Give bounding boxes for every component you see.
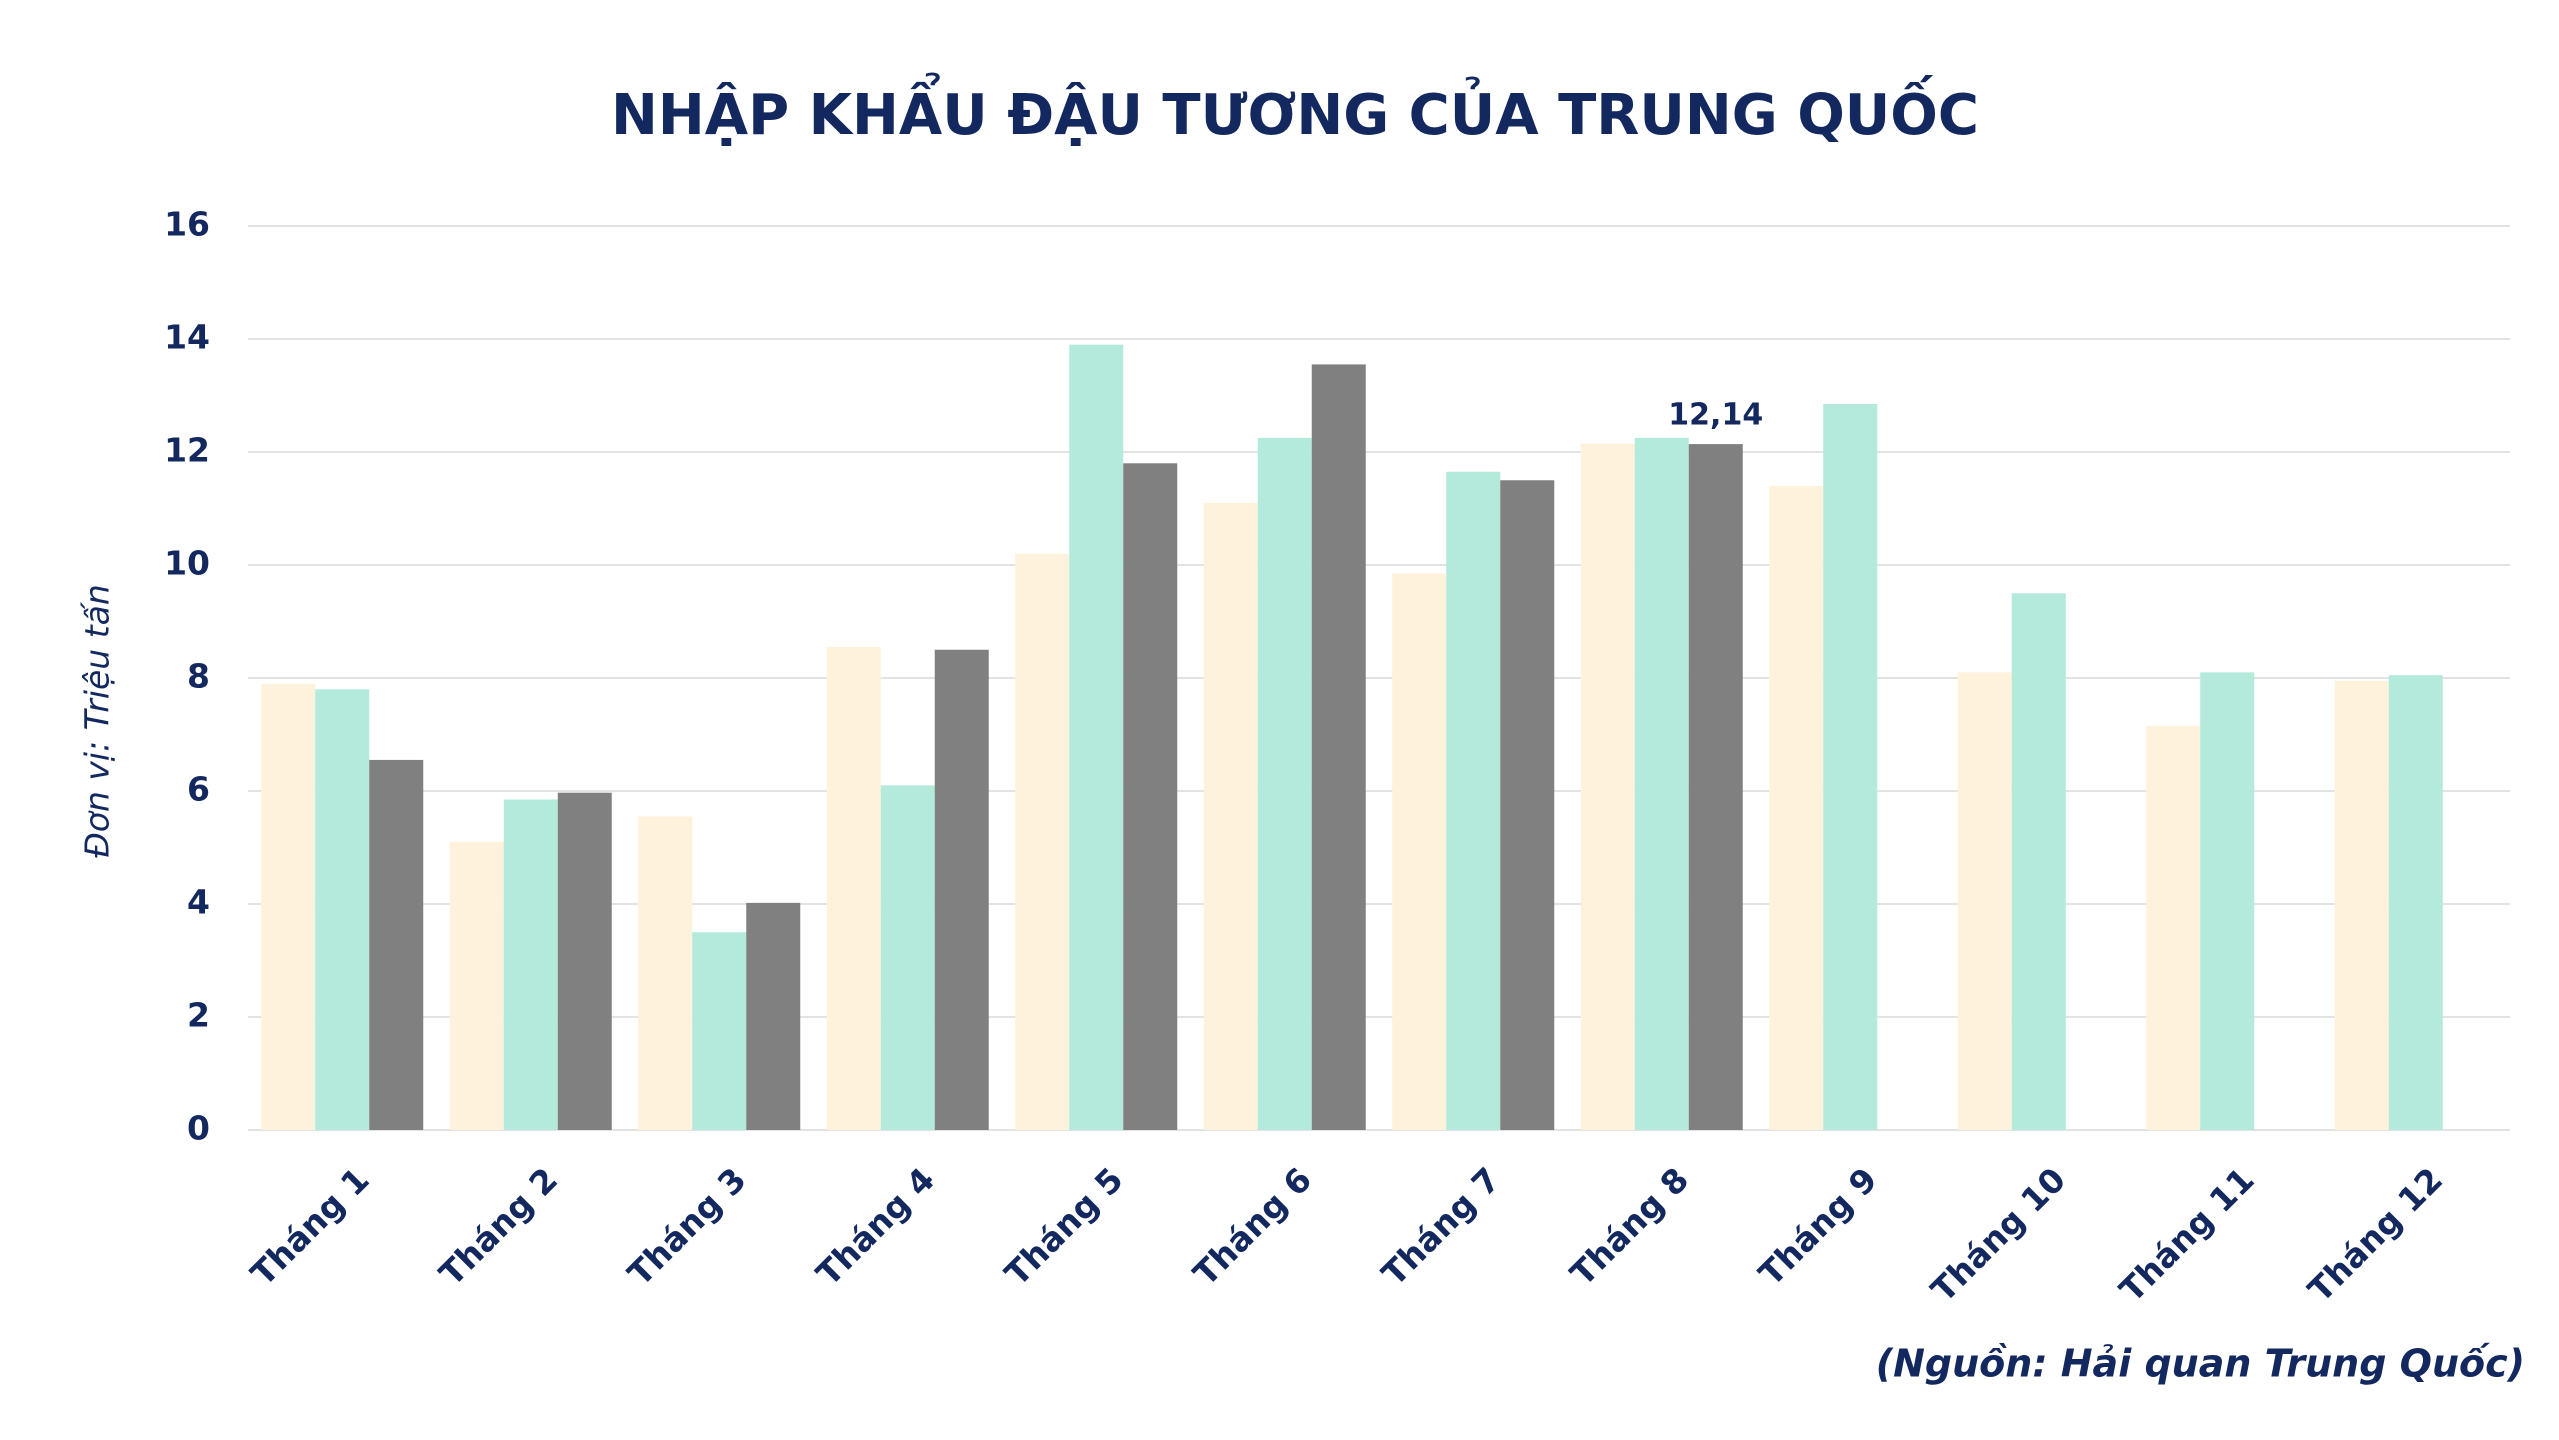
bar — [1769, 485, 1824, 1130]
y-tick-label: 8 — [187, 657, 210, 696]
x-tick-label: Tháng 1 — [243, 1160, 377, 1294]
bar — [1015, 553, 1070, 1130]
x-tick-label: Tháng 6 — [1186, 1160, 1320, 1294]
bar — [1823, 403, 1878, 1131]
x-tick-label: Tháng 9 — [1751, 1160, 1885, 1294]
bar — [449, 841, 504, 1130]
bar — [638, 816, 693, 1130]
bar — [369, 759, 424, 1130]
x-tick-label: Tháng 8 — [1563, 1160, 1697, 1294]
y-tick-label: 2 — [187, 996, 210, 1035]
bar — [2011, 593, 2066, 1130]
x-tick-label: Tháng 5 — [997, 1160, 1131, 1294]
bar — [2200, 672, 2255, 1130]
y-tick-label: 10 — [164, 544, 210, 583]
y-tick-label: 12 — [164, 431, 210, 470]
bar — [2388, 675, 2443, 1130]
bar — [1123, 463, 1178, 1130]
bar — [1203, 502, 1258, 1131]
bar — [826, 646, 881, 1130]
y-tick-label: 16 — [164, 205, 210, 244]
bar — [692, 932, 747, 1130]
y-axis-label: Đơn vị: Triệu tấn — [78, 584, 117, 858]
x-tick-label: Tháng 2 — [432, 1160, 566, 1294]
x-tick-label: Tháng 10 — [1923, 1160, 2073, 1310]
chart-title: NHẬP KHẨU ĐẬU TƯƠNG CỦA TRUNG QUỐC — [611, 74, 1979, 148]
bar — [880, 785, 935, 1130]
x-tick-label: Tháng 4 — [809, 1160, 943, 1294]
bar — [1311, 364, 1366, 1130]
bar — [1580, 443, 1635, 1130]
source-note: (Nguồn: Hải quan Trung Quốc) — [1876, 1342, 2525, 1386]
y-tick-label: 4 — [187, 883, 210, 922]
bar — [934, 649, 989, 1130]
bar — [1688, 444, 1743, 1131]
bar — [1392, 573, 1447, 1130]
y-tick-label: 6 — [187, 770, 210, 809]
bar — [746, 902, 801, 1130]
bar — [1257, 437, 1312, 1130]
y-tick-label: 0 — [187, 1109, 210, 1148]
x-tick-label: Tháng 12 — [2300, 1160, 2450, 1310]
bar — [1500, 480, 1555, 1130]
bar — [1957, 672, 2012, 1130]
bar — [2334, 680, 2389, 1130]
bar — [1069, 344, 1124, 1130]
bar — [315, 689, 370, 1130]
bar — [503, 799, 558, 1130]
bar — [557, 792, 612, 1130]
data-label: 12,14 — [1668, 398, 1763, 433]
y-tick-label: 14 — [164, 318, 210, 357]
bar — [2146, 726, 2201, 1130]
x-tick-label: Tháng 11 — [2112, 1160, 2262, 1310]
x-tick-label: Tháng 3 — [620, 1160, 754, 1294]
bar — [1446, 471, 1501, 1130]
bar — [261, 683, 316, 1130]
x-tick-label: Tháng 7 — [1374, 1160, 1508, 1294]
bar — [1634, 437, 1689, 1130]
